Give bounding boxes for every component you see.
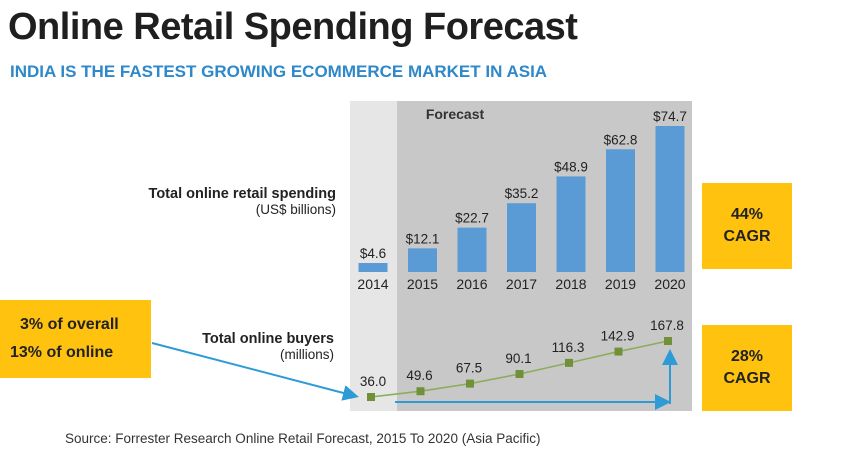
bar-value-label: $74.7 <box>653 109 687 124</box>
buyers-marker <box>565 358 573 367</box>
bar-2015 <box>408 248 437 272</box>
spending-title: Total online retail spending <box>148 186 336 202</box>
bar-2019 <box>606 149 635 272</box>
buyers-value-label: 36.0 <box>360 374 386 389</box>
share-callout: 3% of overall 13% of online <box>0 300 151 378</box>
buyers-marker <box>466 379 474 388</box>
buyers-cagr-value: 28% <box>730 348 764 365</box>
buyers-marker <box>367 393 375 401</box>
year-tick-label: 2020 <box>654 276 685 292</box>
buyers-value-label: 167.8 <box>650 318 684 333</box>
year-tick-label: 2017 <box>506 276 537 292</box>
bar-value-label: $22.7 <box>455 211 489 226</box>
buyers-unit: (millions) <box>280 347 334 362</box>
page-title: Online Retail Spending Forecast <box>8 6 578 48</box>
bar-value-label: $62.8 <box>604 132 638 147</box>
buyers-marker <box>515 370 524 379</box>
year-tick-label: 2019 <box>605 276 636 292</box>
arrows-layer <box>151 342 678 410</box>
bar-2017 <box>507 203 536 272</box>
buyers-title: Total online buyers <box>202 331 334 347</box>
spending-cagr-callout: 44% CAGR <box>702 183 792 269</box>
bar-2020 <box>655 126 685 272</box>
spending-cagr-label: CAGR <box>723 228 771 245</box>
forecast-region-label: Forecast <box>426 106 485 122</box>
bar-value-label: $35.2 <box>505 186 539 201</box>
bars-layer: $4.6 2014 $12.1 2015 $22.7 2016 $35.2 2017 $48.9… <box>357 109 686 292</box>
buyers-cagr-label: CAGR <box>723 370 771 387</box>
share-line1: 3% of overall <box>20 316 119 333</box>
year-tick-label: 2014 <box>357 276 388 292</box>
buyers-marker <box>614 347 623 356</box>
forecast-background <box>397 101 692 411</box>
buyers-label: Total online buyers (millions) <box>202 331 334 362</box>
buyers-value-label: 116.3 <box>552 340 585 355</box>
history-background <box>350 101 397 411</box>
bar-2016 <box>457 227 487 272</box>
year-tick-label: 2018 <box>555 276 586 292</box>
buyers-value-label: 49.6 <box>406 368 432 383</box>
buyers-value-label: 142.9 <box>601 329 635 344</box>
buyers-cagr-callout: 28% CAGR <box>702 325 792 411</box>
bar-value-label: $12.1 <box>406 231 440 246</box>
year-tick-label: 2016 <box>456 276 487 292</box>
buyers-value-label: 67.5 <box>456 361 482 376</box>
source-note: Source: Forrester Research Online Retail… <box>65 431 541 446</box>
bar-value-label: $4.6 <box>360 246 386 261</box>
year-tick-label: 2015 <box>407 276 438 292</box>
share-line2: 13% of online <box>10 344 114 361</box>
buyers-marker <box>416 387 425 396</box>
bar-2018 <box>556 176 586 272</box>
buyers-marker <box>664 337 672 345</box>
page-subtitle: INDIA IS THE FASTEST GROWING ECOMMERCE M… <box>10 62 548 81</box>
spending-unit: (US$ billions) <box>255 202 336 217</box>
share-pointer-arrow <box>151 342 359 401</box>
buyers-line-layer: 36.0 49.6 67.5 90.1 116.3 142.9 167.8 <box>360 318 684 401</box>
bar-value-label: $48.9 <box>554 159 588 174</box>
buyers-value-label: 90.1 <box>505 351 531 366</box>
spending-cagr-value: 44% <box>730 206 764 223</box>
spending-label: Total online retail spending (US$ billio… <box>149 186 336 217</box>
bar-2014 <box>358 263 388 272</box>
